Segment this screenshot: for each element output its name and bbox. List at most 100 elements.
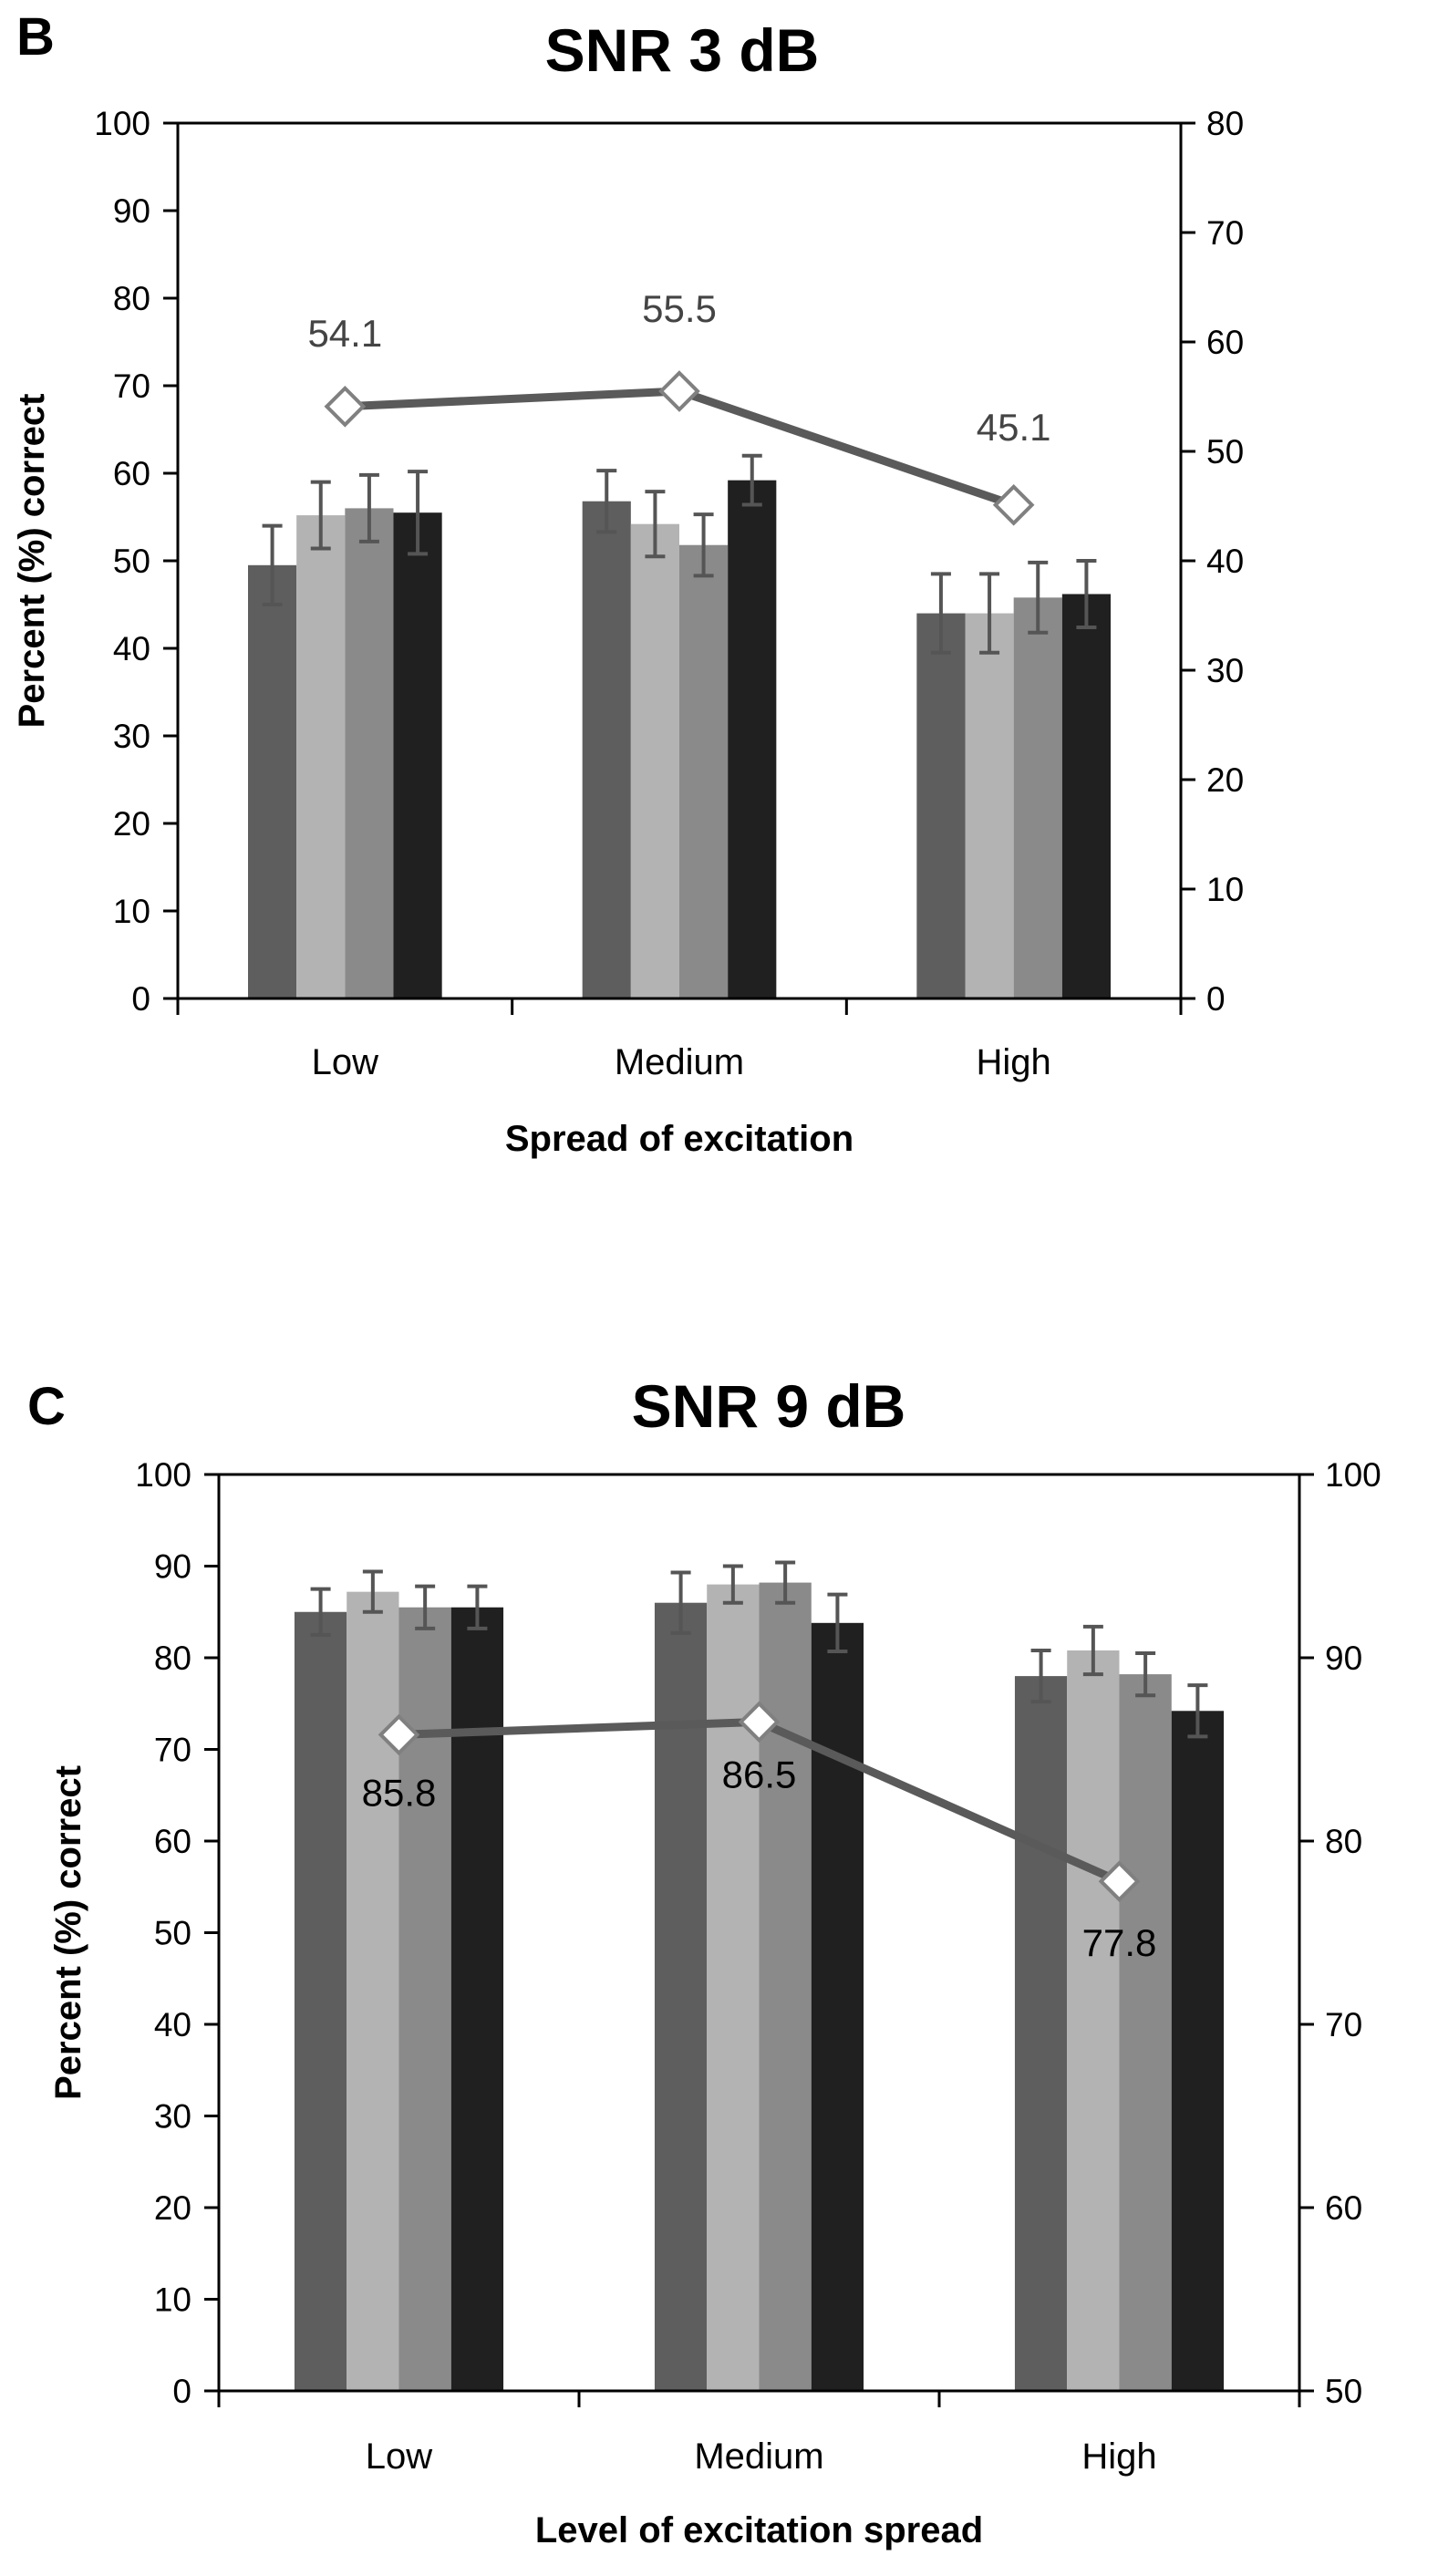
p1-ytick-label: 50 [113, 543, 150, 580]
p2-y2tick-label: 70 [1325, 2006, 1362, 2043]
p2-bar-low-1 [294, 1611, 347, 2391]
p1-y2tick-label: 70 [1206, 214, 1244, 252]
p2-error-bar-high-2 [1082, 1624, 1103, 1677]
p1-y2tick-label: 50 [1206, 433, 1244, 471]
p2-bar-low-2 [347, 1591, 399, 2391]
p1-error-bar-medium-4 [741, 453, 762, 507]
p1-bar-low-3 [345, 508, 394, 998]
p2-ytick-label: 20 [154, 2189, 191, 2227]
p1-ytick-label: 90 [113, 192, 150, 230]
p2-error-bar-medium-3 [775, 1560, 796, 1605]
p2-y2tick-label: 50 [1325, 2373, 1362, 2410]
p1-y-axis-title: Percent (%) correct [12, 394, 52, 729]
p1-bar-low-4 [393, 512, 442, 998]
p1-bar-medium-3 [679, 544, 729, 998]
p2-bar-low-4 [450, 1607, 504, 2391]
p1-error-bar-medium-1 [596, 469, 617, 534]
p1-ytick-label: 30 [113, 718, 150, 755]
p1-y2tick-label: 10 [1206, 871, 1244, 908]
p2-ytick-label: 90 [154, 1548, 191, 1586]
p1-bar-medium-4 [728, 480, 777, 998]
p2-category-label-low: Low [366, 2436, 432, 2477]
p2-error-bar-low-3 [415, 1584, 436, 1630]
p2-error-bar-high-4 [1187, 1683, 1208, 1739]
p2-error-bar-low-2 [362, 1569, 383, 1614]
p1-line-data-label-high: 45.1 [977, 406, 1051, 449]
p2-bar-medium-4 [811, 1622, 864, 2391]
p1-x-axis-title: Spread of excitation [505, 1119, 853, 1159]
p2-category-label-high: High [1081, 2436, 1156, 2477]
p1-bar-high-1 [916, 613, 966, 998]
p1-bar-high-2 [965, 613, 1014, 998]
p2-y2tick-label: 80 [1325, 1823, 1362, 1860]
p2-ytick-label: 100 [135, 1456, 191, 1494]
p2-ytick-label: 40 [154, 2006, 191, 2043]
p1-ytick-label: 0 [131, 980, 150, 1018]
p2-bar-high-2 [1067, 1650, 1120, 2391]
p1-chart-title: SNR 3 dB [545, 16, 820, 84]
p1-line-marker-medium [658, 370, 700, 412]
p1-error-bar-low-4 [408, 470, 429, 556]
p2-ytick-label: 0 [172, 2373, 191, 2410]
p1-category-label-high: High [977, 1042, 1051, 1082]
p1-y2tick-label: 80 [1206, 105, 1244, 142]
p1-y2tick-label: 30 [1206, 652, 1244, 689]
p1-bar-high-4 [1061, 594, 1111, 998]
p1-y2tick-label: 40 [1206, 543, 1244, 580]
p1-bar-low-1 [248, 564, 297, 998]
p1-ytick-label: 20 [113, 805, 150, 843]
p2-y2tick-label: 90 [1325, 1640, 1362, 1677]
p1-error-bar-high-2 [979, 572, 1000, 655]
p1-bar-medium-2 [630, 523, 679, 998]
p2-error-bar-low-1 [310, 1587, 331, 1637]
p2-ytick-label: 10 [154, 2281, 191, 2319]
p1-error-bar-high-3 [1028, 560, 1049, 635]
p2-y-axis-title: Percent (%) correct [48, 1765, 88, 2100]
p2-ytick-label: 30 [154, 2098, 191, 2136]
p1-error-bar-high-1 [930, 572, 951, 655]
p1-y2tick-label: 0 [1206, 980, 1226, 1018]
p2-panel-label: C [27, 1377, 66, 1436]
p1-line-data-label-low: 54.1 [307, 312, 382, 355]
p1-category-label-medium: Medium [615, 1042, 744, 1082]
p2-error-bar-high-1 [1030, 1648, 1051, 1704]
p1-ytick-label: 10 [113, 893, 150, 930]
p1-bar-medium-1 [582, 501, 631, 998]
p2-y2tick-label: 100 [1325, 1456, 1381, 1494]
p2-error-bar-medium-1 [670, 1570, 691, 1635]
p1-error-bar-high-4 [1076, 559, 1097, 629]
p2-chart-title: SNR 9 dB [632, 1372, 906, 1440]
p1-y2tick-label: 20 [1206, 761, 1244, 799]
p2-bar-medium-3 [759, 1582, 812, 2391]
p2-ytick-label: 70 [154, 1732, 191, 1769]
p1-bar-low-2 [296, 515, 346, 998]
p1-ytick-label: 60 [113, 455, 150, 492]
p2-line-data-label-low: 85.8 [362, 1771, 437, 1814]
p1-line-marker-high [992, 483, 1035, 526]
p2-bar-high-4 [1171, 1711, 1225, 2391]
p2-error-bar-high-3 [1135, 1650, 1156, 1698]
p1-error-bar-low-3 [358, 472, 379, 543]
p1-error-bar-low-1 [262, 523, 283, 606]
p1-bar-high-3 [1013, 597, 1062, 998]
p2-line-marker-low [378, 1713, 420, 1756]
p2-line-marker-high [1098, 1860, 1141, 1903]
p2-bar-high-3 [1119, 1674, 1172, 2391]
p1-ytick-label: 80 [113, 280, 150, 317]
p2-x-axis-title: Level of excitation spread [535, 2510, 983, 2550]
p2-error-bar-low-4 [467, 1584, 488, 1630]
p1-error-bar-medium-3 [693, 512, 714, 578]
p1-ytick-label: 100 [94, 105, 150, 142]
p2-ytick-label: 80 [154, 1640, 191, 1677]
p1-y2tick-label: 60 [1206, 324, 1244, 361]
p1-ytick-label: 40 [113, 630, 150, 667]
p2-bar-medium-2 [707, 1584, 760, 2391]
p2-line-data-label-medium: 86.5 [722, 1753, 797, 1795]
p1-panel-label: B [16, 7, 55, 67]
p1-line-marker-low [324, 385, 367, 428]
p2-y2tick-label: 60 [1325, 2189, 1362, 2227]
p1-error-bar-medium-2 [645, 490, 666, 559]
p2-error-bar-medium-2 [722, 1564, 743, 1605]
